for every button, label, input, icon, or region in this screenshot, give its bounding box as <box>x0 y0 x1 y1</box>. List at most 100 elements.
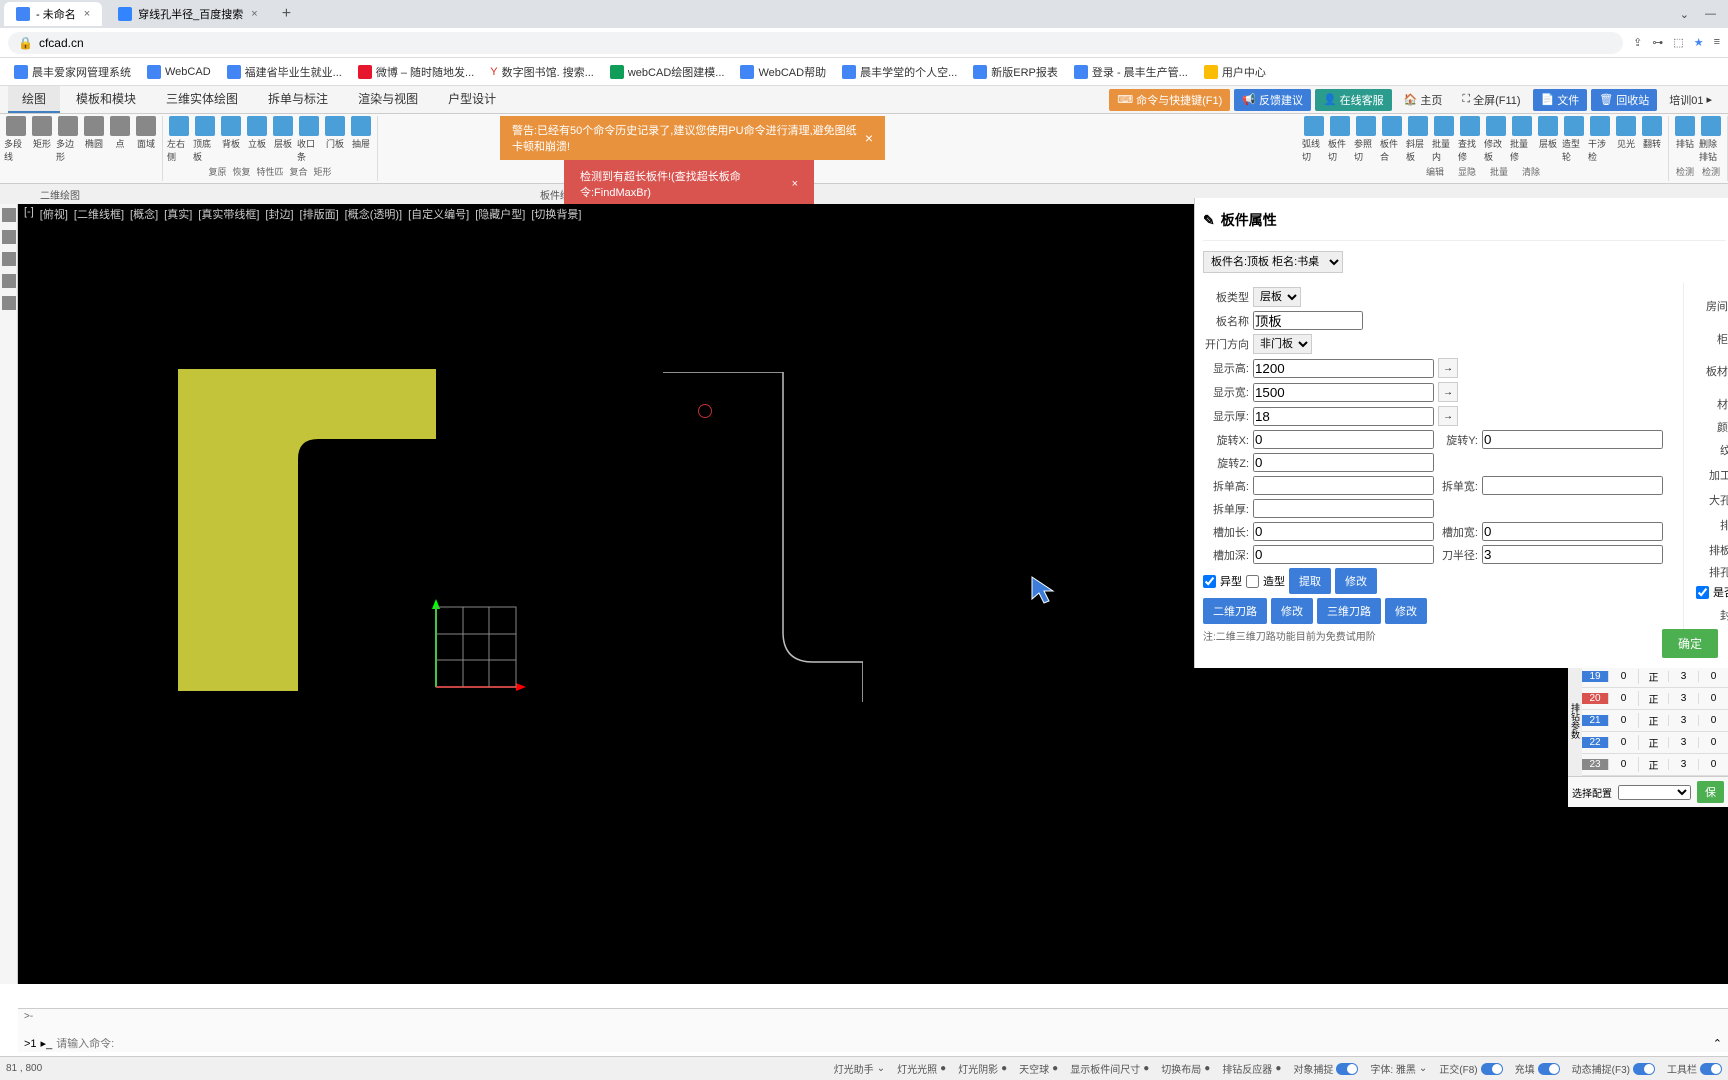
apply-width-button[interactable]: → <box>1438 382 1458 402</box>
ribbon-topbot[interactable]: 顶底板 <box>193 116 217 163</box>
3d-toolpath-button[interactable]: 三维刀路 <box>1317 598 1381 624</box>
height-input[interactable] <box>1253 359 1434 378</box>
tool-icon[interactable] <box>2 274 16 288</box>
ribbon-merge[interactable]: 板件合 <box>1380 116 1404 163</box>
ribbon-ellipse[interactable]: 椭圆 <box>82 116 106 163</box>
split-h-input[interactable] <box>1253 476 1434 495</box>
rotz-input[interactable] <box>1253 453 1434 472</box>
tool-icon[interactable] <box>2 296 16 310</box>
chevron-down-icon[interactable]: ⌄ <box>1680 8 1689 21</box>
ribbon-layer2[interactable]: 层板 <box>1536 116 1560 163</box>
ribbon-flip[interactable]: 翻转 <box>1640 116 1664 163</box>
status-light[interactable]: 灯光光照● <box>897 1061 946 1076</box>
ribbon-boardcut[interactable]: 板件切 <box>1328 116 1352 163</box>
ribbon-shape[interactable]: 造型轮 <box>1562 116 1586 163</box>
bookmark-item[interactable]: 登录 - 晨丰生产管... <box>1068 62 1194 82</box>
ribbon-vert[interactable]: 立板 <box>245 116 269 163</box>
ribbon-trim[interactable]: 收口条 <box>297 116 321 163</box>
bookmark-item[interactable]: 晨丰爱家网管理系统 <box>8 62 137 82</box>
rotx-input[interactable] <box>1253 430 1434 449</box>
ribbon-side[interactable]: 左右侧 <box>167 116 191 163</box>
cmd-shortcut-button[interactable]: ⌨ 命令与快捷键(F1) <box>1109 89 1230 111</box>
ribbon-refcut[interactable]: 参照切 <box>1354 116 1378 163</box>
ribbon-layer[interactable]: 层板 <box>271 116 295 163</box>
tool-icon[interactable] <box>2 252 16 266</box>
status-sky[interactable]: 天空球● <box>1019 1061 1058 1076</box>
split-t-input[interactable] <box>1253 499 1434 518</box>
ribbon-polygon[interactable]: 多边形 <box>56 116 80 163</box>
menu-icon[interactable]: ≡ <box>1714 36 1720 49</box>
config-select[interactable] <box>1618 785 1691 800</box>
tool-r-input[interactable] <box>1482 545 1663 564</box>
ribbon-modify[interactable]: 修改板 <box>1484 116 1508 163</box>
fullscreen-button[interactable]: ⛶ 全屏(F11) <box>1454 89 1528 111</box>
status-snap[interactable]: 对象捕捉 <box>1293 1061 1358 1076</box>
minimize-icon[interactable]: — <box>1705 8 1716 21</box>
split-w-input[interactable] <box>1482 476 1663 495</box>
modeling-checkbox[interactable] <box>1246 575 1259 588</box>
tab-split[interactable]: 拆单与标注 <box>254 86 342 113</box>
status-light-helper[interactable]: 灯光助手 ⌄ <box>834 1061 885 1076</box>
slot-w-input[interactable] <box>1482 522 1663 541</box>
ribbon-visible[interactable]: 见光 <box>1614 116 1638 163</box>
door-dir-select[interactable]: 非门板 <box>1253 334 1312 354</box>
tab-render[interactable]: 渲染与视图 <box>344 86 432 113</box>
command-input[interactable] <box>56 1038 1709 1050</box>
browser-tab-2[interactable]: 穿线孔半径_百度搜索 × <box>106 2 270 26</box>
ribbon-drawer[interactable]: 抽屉 <box>349 116 373 163</box>
status-layout[interactable]: 切换布局● <box>1161 1061 1210 1076</box>
status-shadow[interactable]: 灯光阴影● <box>958 1061 1007 1076</box>
ribbon-interfere[interactable]: 干涉检 <box>1588 116 1612 163</box>
ribbon-find[interactable]: 查找修 <box>1458 116 1482 163</box>
apply-thick-button[interactable]: → <box>1438 406 1458 426</box>
bookmark-item[interactable]: 新版ERP报表 <box>967 62 1064 82</box>
tool-icon[interactable] <box>2 208 16 222</box>
ribbon-region[interactable]: 面域 <box>134 116 158 163</box>
ribbon-polyline[interactable]: 多段线 <box>4 116 28 163</box>
status-drill-reactor[interactable]: 排钻反应器● <box>1222 1061 1281 1076</box>
tool-icon[interactable] <box>2 230 16 244</box>
key-icon[interactable]: ⊶ <box>1652 36 1663 49</box>
width-input[interactable] <box>1253 383 1434 402</box>
close-icon[interactable]: × <box>84 8 90 20</box>
ribbon-point[interactable]: 点 <box>108 116 132 163</box>
save-button[interactable]: 保 <box>1697 781 1724 803</box>
feedback-button[interactable]: 📢 反馈建议 <box>1234 89 1311 111</box>
bookmark-item[interactable]: WebCAD帮助 <box>734 62 832 82</box>
ribbon-drill[interactable]: 排钻 <box>1673 116 1697 163</box>
confirm-button[interactable]: 确定 <box>1662 629 1718 658</box>
home-button[interactable]: 🏠 主页 <box>1396 89 1451 111</box>
ribbon-arccut[interactable]: 弧线切 <box>1302 116 1326 163</box>
service-button[interactable]: 👤 在线客服 <box>1315 89 1392 111</box>
ribbon-back[interactable]: 背板 <box>219 116 243 163</box>
status-dims[interactable]: 显示板件间尺寸● <box>1070 1061 1149 1076</box>
ribbon-door[interactable]: 门板 <box>323 116 347 163</box>
file-button[interactable]: 📄 文件 <box>1533 89 1588 111</box>
apply-height-button[interactable]: → <box>1438 358 1458 378</box>
ribbon-slant[interactable]: 斜层板 <box>1406 116 1430 163</box>
tab-house[interactable]: 户型设计 <box>434 86 510 113</box>
bookmark-item[interactable]: 微博 – 随时随地发... <box>352 62 480 82</box>
2d-modify-button[interactable]: 修改 <box>1271 598 1313 624</box>
browser-tab-1[interactable]: - 未命名 × <box>4 2 102 26</box>
tab-draw[interactable]: 绘图 <box>8 86 60 113</box>
extension-icon[interactable]: ⬚ <box>1673 36 1683 49</box>
ribbon-rect2[interactable]: 矩形 <box>314 165 332 178</box>
ribbon-deldrill[interactable]: 删除排钻 <box>1699 116 1723 163</box>
url-bar[interactable]: 🔒 cfcad.cn <box>8 32 1623 54</box>
status-dynsnap[interactable]: 动态捕捉(F3) <box>1572 1061 1655 1076</box>
board-type-select[interactable]: 层板 <box>1253 287 1301 307</box>
bookmark-item[interactable]: Y数字图书馆. 搜索... <box>484 62 600 82</box>
slot-l-input[interactable] <box>1253 522 1434 541</box>
ribbon-rect[interactable]: 矩形 <box>30 116 54 163</box>
thick-input[interactable] <box>1253 407 1434 426</box>
ribbon-match[interactable]: 特性匹 <box>256 165 283 178</box>
ribbon-batch[interactable]: 批量内 <box>1432 116 1456 163</box>
tab-3d[interactable]: 三维实体绘图 <box>152 86 252 113</box>
extract-button[interactable]: 提取 <box>1289 568 1331 594</box>
roty-input[interactable] <box>1482 430 1663 449</box>
status-ortho[interactable]: 正交(F8) <box>1439 1061 1502 1076</box>
bookmark-item[interactable]: 福建省毕业生就业... <box>221 62 348 82</box>
status-font[interactable]: 字体: 雅黑 ⌄ <box>1370 1061 1427 1076</box>
board-name-input[interactable] <box>1253 311 1363 330</box>
